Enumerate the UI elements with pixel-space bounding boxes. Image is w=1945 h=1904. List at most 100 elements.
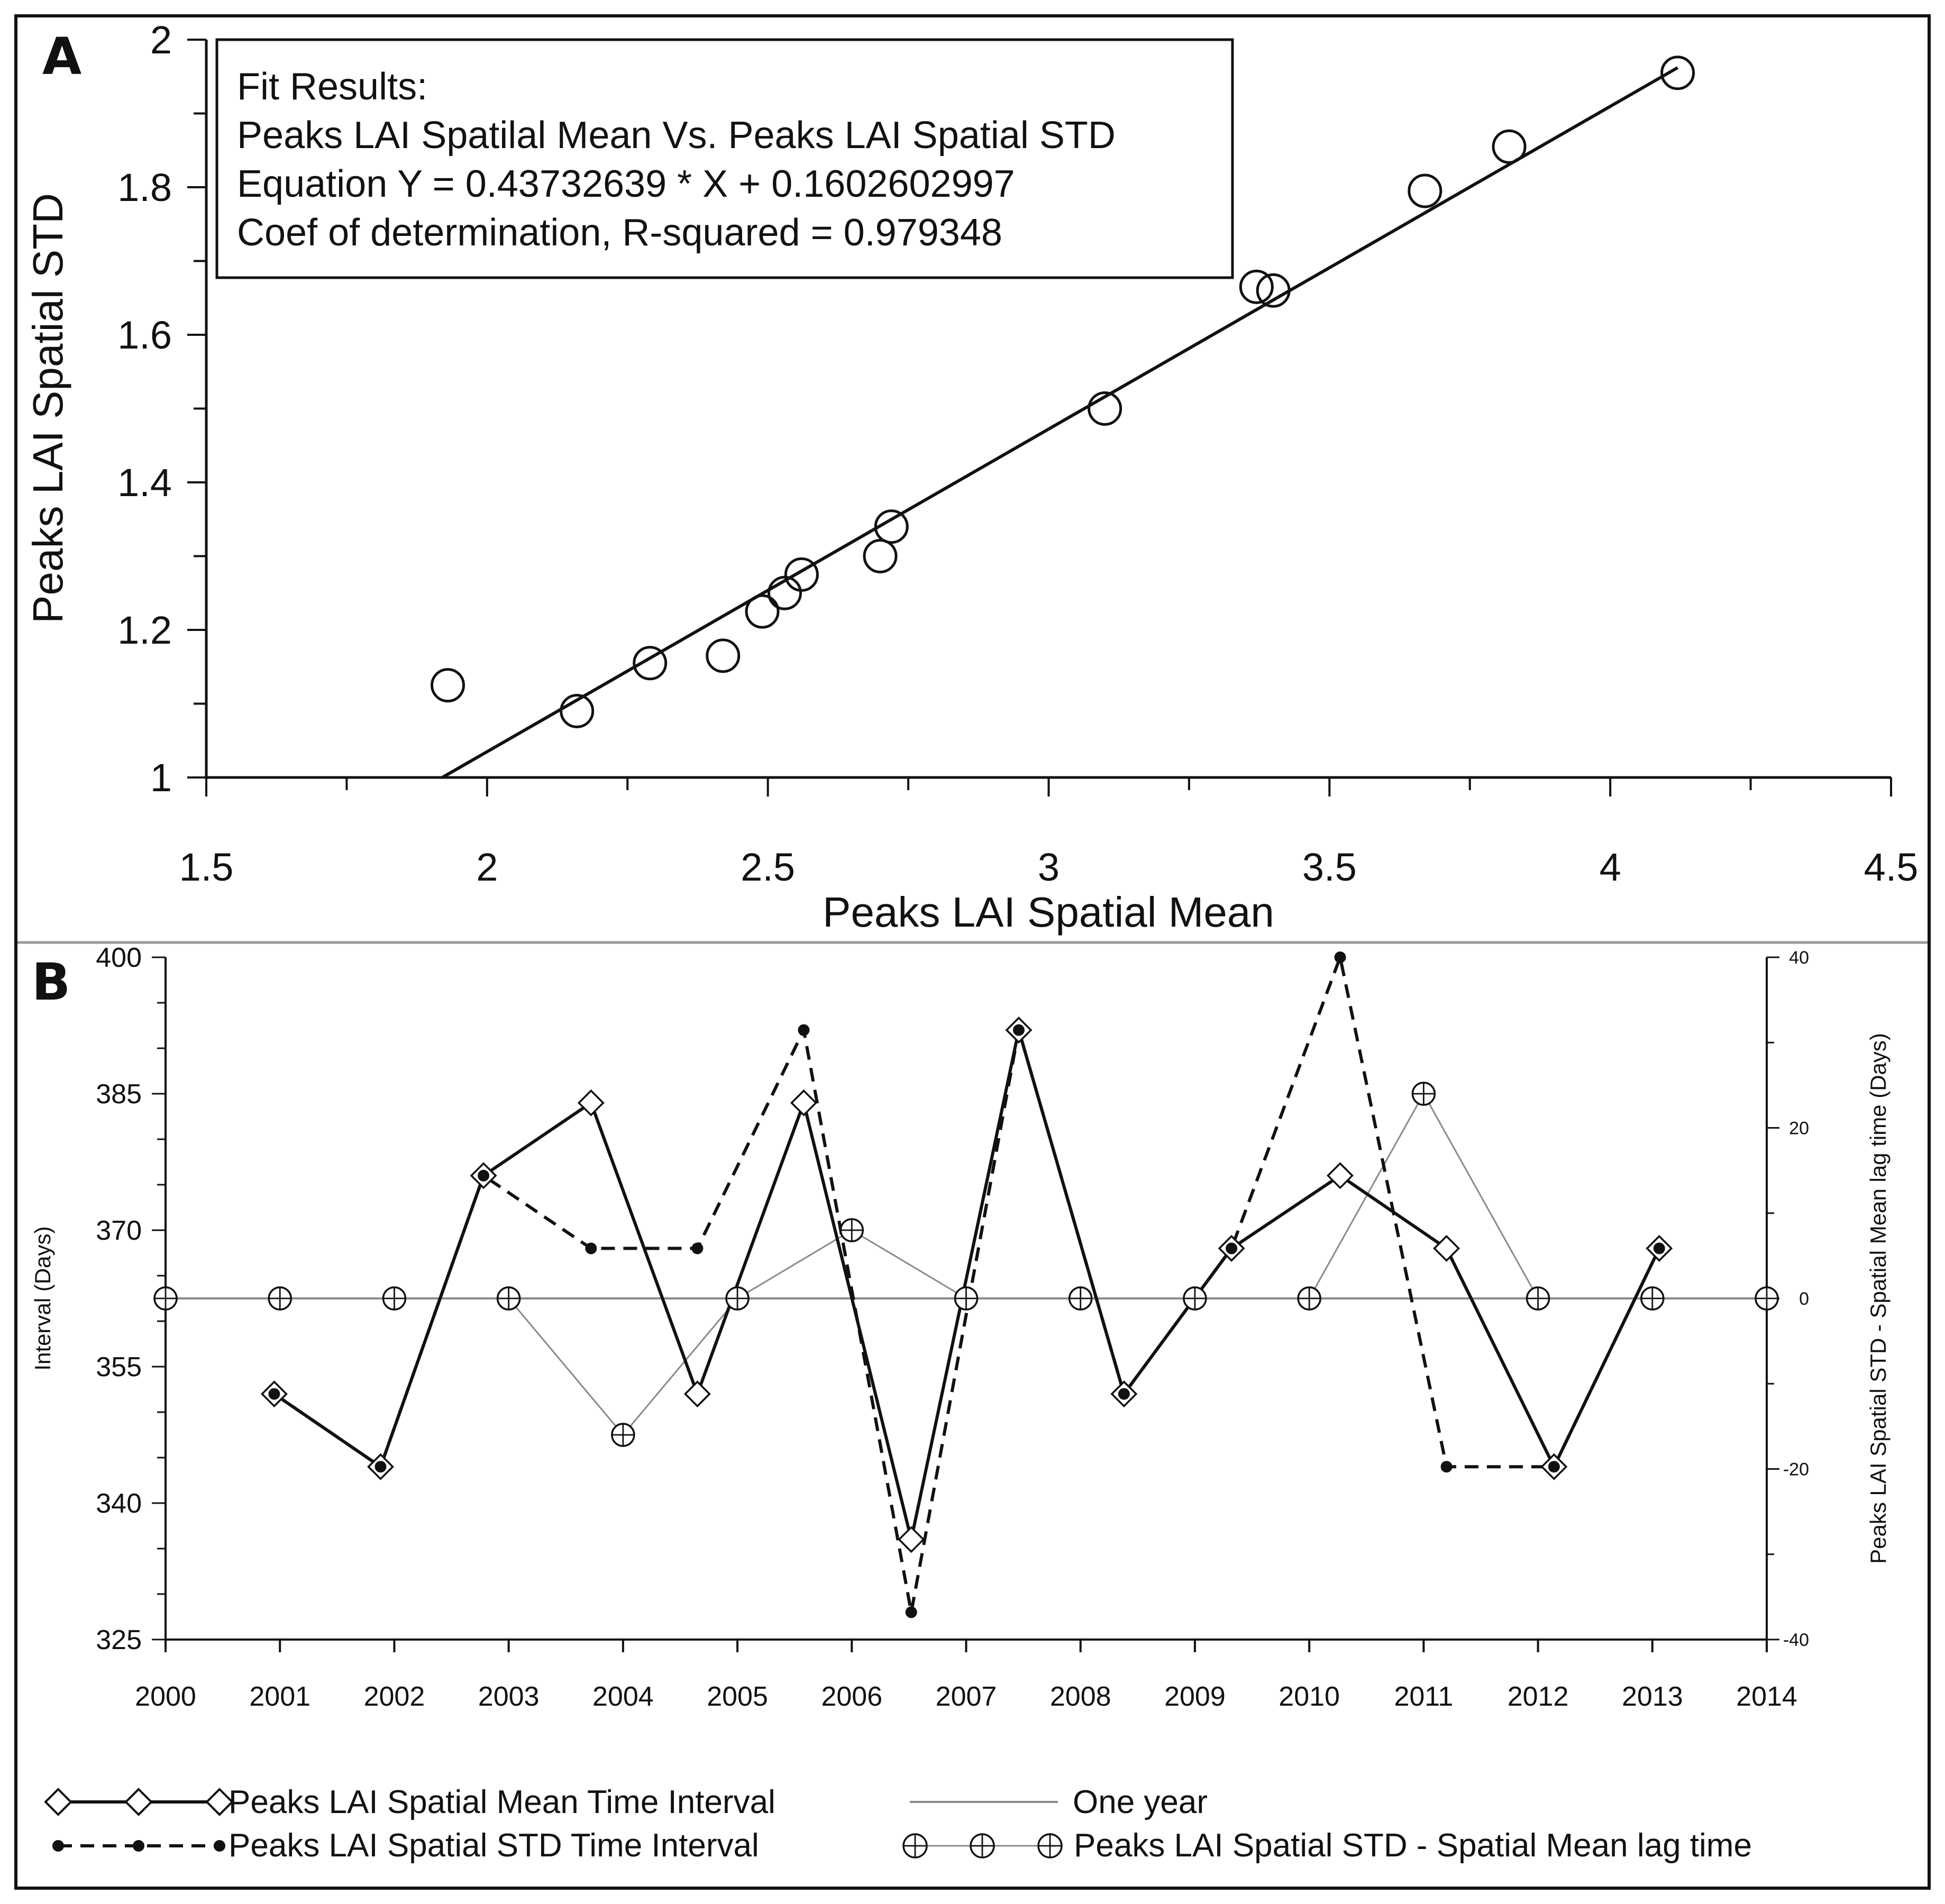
scatter-point: [431, 668, 465, 703]
mean-interval-point: [790, 1089, 817, 1116]
left-tick-label: 340: [96, 1488, 142, 1519]
x-tick-label: 2006: [821, 1681, 882, 1712]
fit-line: [441, 66, 1679, 779]
x-tick-label: 2012: [1508, 1681, 1569, 1712]
legend-dot: [214, 1840, 225, 1852]
right-tick-label: -40: [1783, 1630, 1809, 1650]
scatter-point: [1492, 129, 1527, 164]
x-tick-label: 2.5: [741, 845, 795, 889]
y-tick-label: 2: [150, 18, 172, 62]
legend-item-std-interval: Peaks LAI Spatial STD Time Interval: [52, 1827, 759, 1864]
legend-label-lag-time: Peaks LAI Spatial STD - Spatial Mean lag…: [1074, 1827, 1752, 1864]
panel-a-fit-line-group: [441, 66, 1679, 779]
x-tick-label: 4: [1600, 845, 1621, 889]
std-interval-point: [1226, 1242, 1238, 1255]
legend-dot: [52, 1840, 64, 1852]
x-tick-label: 1.5: [179, 845, 234, 889]
std-interval-point: [1653, 1242, 1665, 1255]
x-tick-label: 2003: [478, 1681, 540, 1712]
x-tick-label: 4.5: [1864, 845, 1919, 889]
scatter-point: [874, 509, 909, 544]
scatter-point: [1408, 173, 1442, 208]
left-tick-label: 355: [96, 1352, 142, 1383]
panel-b-series: [153, 951, 1779, 1618]
panel-b: B 2000 2001 2002 2003 2004 2005 2006 2007 2008 20…: [30, 942, 1891, 1712]
scatter-point: [745, 594, 780, 629]
legend: Peaks LAI Spatial Mean Time Interval One…: [44, 1784, 1752, 1864]
mean-interval-point: [577, 1089, 605, 1116]
legend-label-one-year: One year: [1073, 1784, 1208, 1820]
scatter-point: [784, 557, 819, 592]
legend-item-one-year: One year: [910, 1784, 1208, 1820]
y-tick-label: 1: [150, 756, 172, 800]
x-tick-label: 3.5: [1302, 845, 1357, 889]
legend-diamond: [124, 1788, 153, 1816]
scatter-point: [1256, 273, 1291, 308]
panel-b-letter: B: [32, 953, 70, 1012]
right-tick-label: -20: [1783, 1460, 1809, 1480]
legend-symbol-lag-time: [902, 1833, 1063, 1859]
fit-results-line-3: Equation Y = 0.43732639 * X + 0.16026029…: [237, 163, 1015, 205]
left-tick-label: 385: [96, 1079, 142, 1110]
mean-interval-point: [898, 1526, 925, 1553]
legend-dot: [133, 1840, 144, 1852]
x-tick-label: 2011: [1394, 1681, 1453, 1712]
std-interval-point: [585, 1242, 597, 1255]
figure-frame: [14, 14, 1931, 1890]
std-interval-point: [905, 1606, 917, 1618]
mean-interval-point: [1433, 1234, 1460, 1262]
panel-b-left-ticks: 325 340 355 370 385 400: [96, 942, 166, 1655]
scatter-point: [863, 539, 898, 573]
scatter-point: [1660, 56, 1695, 90]
legend-symbol-mean-interval: [44, 1788, 234, 1816]
scatter-point: [706, 638, 741, 673]
mean-interval-point: [683, 1380, 711, 1408]
panel-a: A 1.5 2 2.5 3 3.5 4 4.5 1 1.2 1.4 1.6 1.8 2 Peaks L…: [24, 18, 1918, 936]
panel-b-x-ticks: 2000 2001 2002 2003 2004 2005 2006 2007 2008 2009…: [135, 1640, 1797, 1712]
legend-diamond: [44, 1788, 72, 1816]
left-tick-label: 400: [96, 942, 142, 973]
panel-b-right-ticks: -40 -20 0 20 40: [1767, 948, 1809, 1650]
std-interval-point: [1118, 1388, 1130, 1400]
std-interval-point: [1548, 1461, 1560, 1473]
legend-diamond: [205, 1788, 234, 1816]
panel-a-y-axis-title: Peaks LAI Spatial STD: [24, 193, 71, 624]
y-tick-label: 1.8: [117, 166, 172, 209]
std-interval-point: [1440, 1461, 1453, 1473]
legend-symbol-std-interval: [52, 1840, 225, 1852]
fit-results-line-4: Coef of determination, R-squared = 0.979…: [237, 212, 1002, 254]
scatter-point: [1239, 269, 1274, 304]
series-lag-time-line: [166, 1092, 1767, 1436]
fit-results-box: Fit Results: Peaks LAI Spatilal Mean Vs.…: [215, 38, 1234, 279]
left-tick-label: 370: [96, 1215, 142, 1246]
panel-a-y-ticks: 1 1.2 1.4 1.6 1.8 2: [117, 18, 206, 800]
right-tick-label: 40: [1789, 948, 1809, 968]
fit-results-frame: [215, 38, 1234, 279]
std-interval-point: [478, 1169, 490, 1182]
y-tick-label: 1.6: [117, 313, 172, 357]
x-tick-label: 2010: [1279, 1681, 1340, 1712]
x-tick-label: 2: [476, 845, 498, 889]
x-tick-label: 2002: [364, 1681, 425, 1712]
std-interval-point: [798, 1024, 810, 1036]
y-tick-label: 1.4: [117, 461, 172, 505]
series-mean-interval-line: [273, 1029, 1661, 1540]
right-tick-label: 20: [1789, 1119, 1809, 1139]
panel-a-points: [431, 56, 1695, 728]
x-tick-label: 2009: [1164, 1681, 1226, 1712]
panel-a-x-axis-title: Peaks LAI Spatial Mean: [823, 889, 1274, 936]
x-tick-label: 3: [1038, 845, 1060, 889]
scatter-point: [633, 646, 668, 681]
std-interval-point: [1012, 1024, 1025, 1036]
left-tick-label: 325: [96, 1625, 142, 1655]
x-tick-label: 2004: [592, 1681, 654, 1712]
x-tick-label: 2005: [707, 1681, 768, 1712]
x-tick-label: 2008: [1050, 1681, 1111, 1712]
panel-b-left-axis-title: Interval (Days): [30, 1226, 55, 1370]
scatter-point: [560, 693, 595, 728]
legend-item-mean-interval: Peaks LAI Spatial Mean Time Interval: [44, 1784, 775, 1820]
x-tick-label: 2013: [1622, 1681, 1683, 1712]
legend-item-lag-time: Peaks LAI Spatial STD - Spatial Mean lag…: [902, 1827, 1752, 1864]
panel-b-right-axis-title: Peaks LAI Spatial STD - Spatial Mean lag…: [1866, 1033, 1891, 1564]
